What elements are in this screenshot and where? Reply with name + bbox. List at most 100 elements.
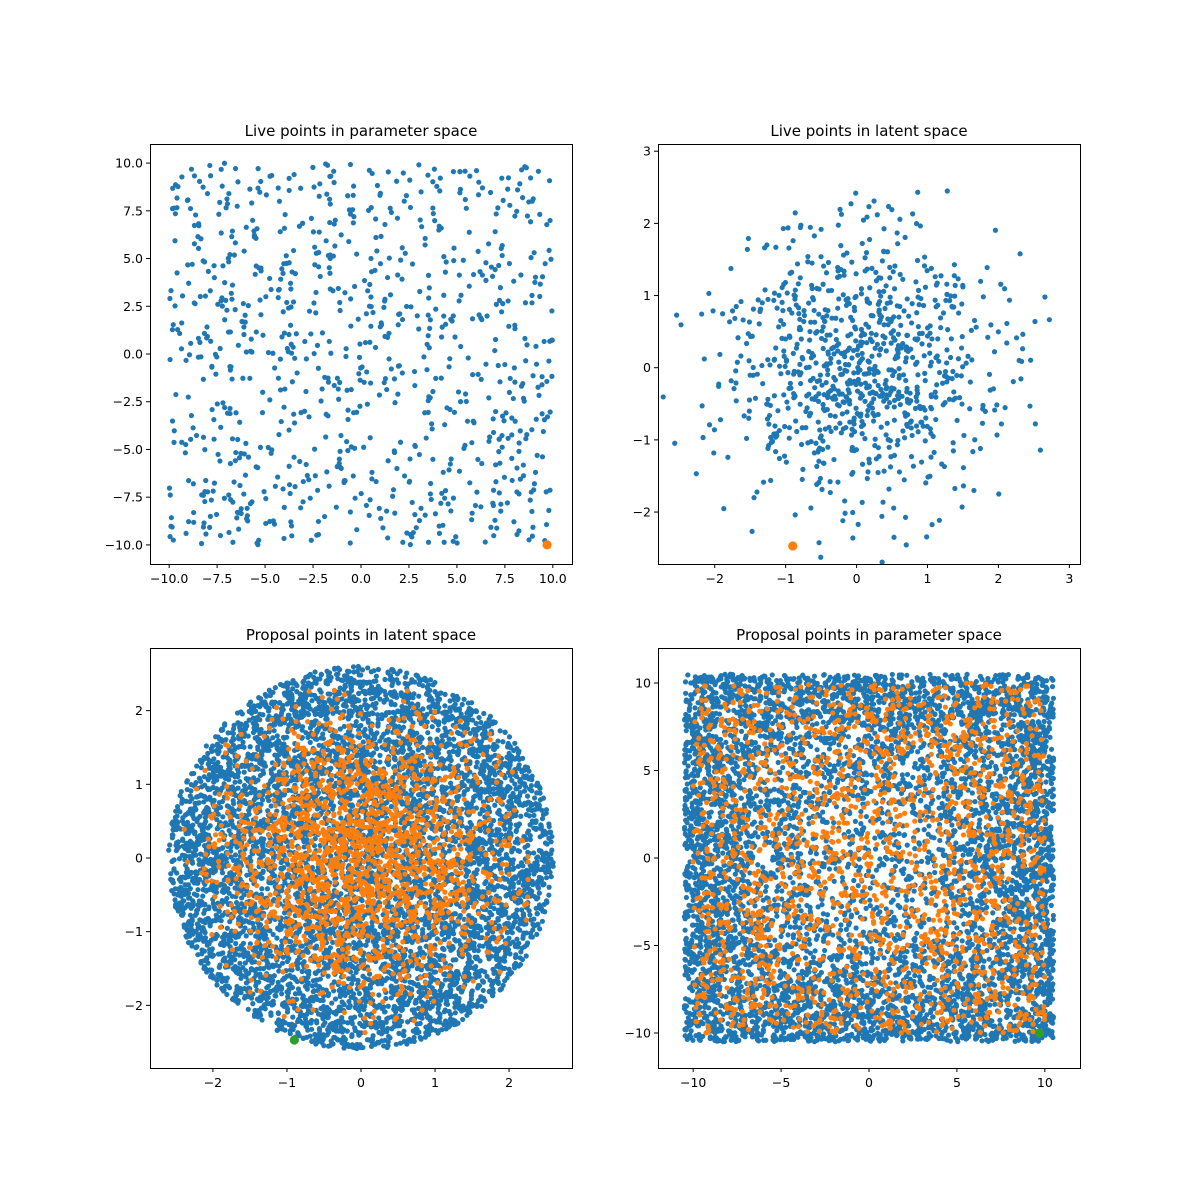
data-point [200,434,207,440]
data-point [901,308,907,314]
data-point [532,279,538,285]
data-point [465,355,471,361]
data-point [351,669,357,675]
data-point [483,260,489,266]
data-point [822,337,828,343]
data-point [514,187,521,193]
data-point [873,456,879,462]
data-point [529,198,535,204]
data-point [1037,447,1043,453]
data-point [492,336,499,343]
x-tick-label: 7.5 [495,571,515,586]
data-point [438,225,444,231]
data-point [313,680,319,686]
data-point [922,370,928,376]
data-point [872,363,878,369]
data-point [168,515,174,521]
data-point [539,374,545,380]
data-point [726,319,733,325]
data-point [818,254,824,260]
data-point [279,991,285,997]
data-point [490,416,496,422]
data-point [430,210,436,217]
data-point [286,175,292,181]
data-point [891,397,898,403]
data-point [451,409,458,415]
data-point [316,229,322,235]
data-point [385,1003,391,1009]
data-point [959,504,965,510]
y-tick-label: −2.5 [113,394,143,409]
data-point [897,303,903,310]
data-point [725,454,731,460]
data-point [869,405,875,411]
data-point [327,173,333,180]
data-point [425,272,432,278]
data-point [311,446,318,452]
data-point [269,172,275,179]
data-point [478,376,484,382]
data-point [837,420,843,426]
data-point [869,265,875,271]
data-point [325,991,332,997]
data-point [950,440,956,446]
data-point [442,703,448,709]
data-point [524,432,530,438]
data-point [442,977,448,983]
data-point [915,287,922,293]
data-point [786,435,792,441]
data-point [857,367,863,373]
data-point [762,245,768,251]
data-point [894,230,900,236]
data-point [390,959,396,965]
data-point [942,369,949,375]
data-point [338,1024,344,1031]
data-point [864,296,870,302]
data-point [343,346,349,352]
data-point [678,322,684,328]
data-point [849,471,855,477]
data-point [512,322,518,328]
data-point [954,417,960,424]
data-point [804,393,810,399]
data-point [895,241,901,247]
data-point [920,423,926,429]
data-point [179,439,185,445]
data-point [455,389,462,395]
data-point [188,340,194,346]
data-point [818,226,824,232]
data-point [424,367,430,373]
data-point [495,205,501,211]
data-point [936,358,942,364]
data-point [741,413,747,419]
data-point [237,910,244,916]
data-point [230,742,237,748]
data-point [442,691,448,698]
data-point [518,813,524,819]
data-point [825,394,831,401]
data-point [330,939,336,945]
data-point [395,391,401,397]
data-point [216,211,222,217]
data-point [316,1026,322,1032]
data-point [516,448,522,454]
data-point [422,242,428,248]
data-point [820,281,826,287]
data-point [858,326,865,332]
data-point [310,164,316,170]
data-point [955,276,961,282]
data-point [938,325,944,331]
data-point [447,461,453,467]
data-point [483,277,489,283]
data-point [344,676,350,683]
data-point [232,779,238,785]
data-point [385,169,391,175]
data-point [873,278,880,284]
data-point [328,350,334,356]
data-point [961,432,967,439]
data-point [464,418,471,424]
y-tick-label: 1 [643,288,651,303]
data-point [506,389,513,395]
data-point [395,272,401,278]
data-point [537,211,543,217]
